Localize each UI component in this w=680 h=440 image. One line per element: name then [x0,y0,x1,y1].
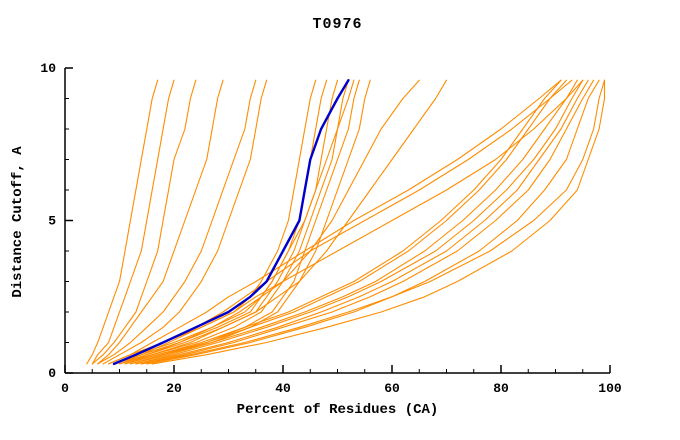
model-curve [102,79,268,365]
model-curve [135,79,589,365]
model-curve [135,79,584,365]
model-curve [129,79,567,365]
model-curve [108,79,562,365]
model-curve [97,79,257,365]
model-curve [129,79,371,365]
y-tick-label: 5 [48,214,56,229]
y-tick-label: 10 [40,61,56,76]
x-axis-label: Percent of Residues (CA) [236,402,439,418]
model-curve [140,79,606,365]
plot-title: T0976 [312,16,363,33]
model-curve [146,79,600,365]
model-curve [129,79,578,365]
model-curve [118,79,349,365]
model-curve [151,79,606,365]
x-tick-label: 20 [166,381,182,396]
model-curve [91,79,197,365]
model-curve [86,79,159,365]
x-tick-label: 80 [493,381,509,396]
x-tick-label: 40 [275,381,291,396]
model-curve [118,79,420,365]
x-tick-label: 60 [384,381,400,396]
x-tick-label: 0 [61,381,69,396]
x-tick-label: 100 [598,381,622,396]
model-curve [124,79,562,365]
model-curve [113,79,573,365]
model-curve [140,79,595,365]
model-curve [91,79,175,365]
model-curve [118,79,584,365]
model-curve [97,79,224,365]
y-tick-label: 0 [48,366,56,381]
model-curve [124,79,448,365]
highlight-curve [112,78,350,366]
model-curve [118,79,339,365]
